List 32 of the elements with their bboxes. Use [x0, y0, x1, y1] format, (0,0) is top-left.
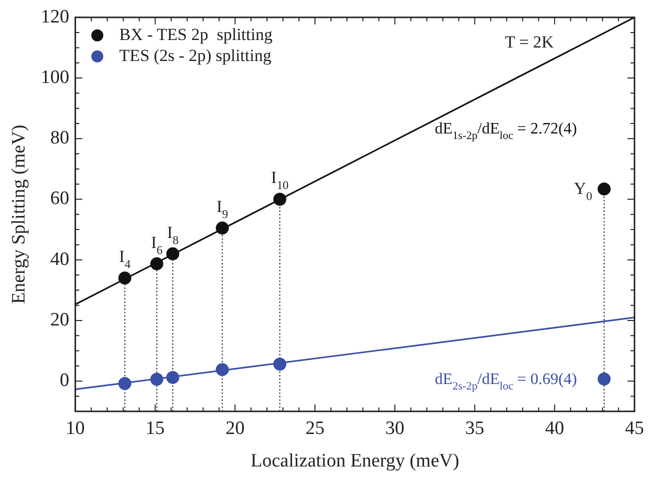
y-tick-label: 100 [40, 67, 70, 88]
point [150, 257, 164, 270]
point [166, 370, 180, 384]
y-tick-label: 60 [50, 188, 70, 210]
point [118, 272, 132, 285]
x-axis-title: Localization Energy (meV) [250, 450, 460, 472]
point [598, 182, 611, 196]
x-tick-label: 40 [545, 418, 564, 439]
point [150, 372, 164, 386]
legend-label: BX - TES 2p splitting [119, 24, 273, 44]
point [598, 372, 611, 386]
x-tick-label: 10 [66, 418, 85, 439]
point [216, 363, 229, 376]
legend-label: TES (2s - 2p) splitting [119, 46, 272, 65]
x-tick-label: 15 [146, 418, 165, 439]
point [216, 222, 229, 235]
x-tick-label: 20 [226, 418, 245, 439]
y-tick-label: 20 [50, 309, 70, 330]
point [273, 358, 286, 371]
point [166, 247, 180, 260]
point [118, 377, 132, 390]
annotation: T = 2K [504, 32, 555, 52]
x-tick-label: 25 [305, 418, 324, 439]
x-tick-label: 30 [385, 418, 404, 439]
point [273, 192, 286, 206]
y-tick-label: 0 [60, 370, 70, 392]
y-tick-label: 120 [40, 6, 70, 28]
x-tick-label: 35 [465, 418, 484, 439]
x-tick-label: 45 [625, 418, 644, 439]
y-tick-label: 40 [50, 248, 70, 270]
y-tick-label: 80 [50, 128, 70, 149]
y-axis-title: Energy Splitting (meV) [8, 124, 30, 304]
